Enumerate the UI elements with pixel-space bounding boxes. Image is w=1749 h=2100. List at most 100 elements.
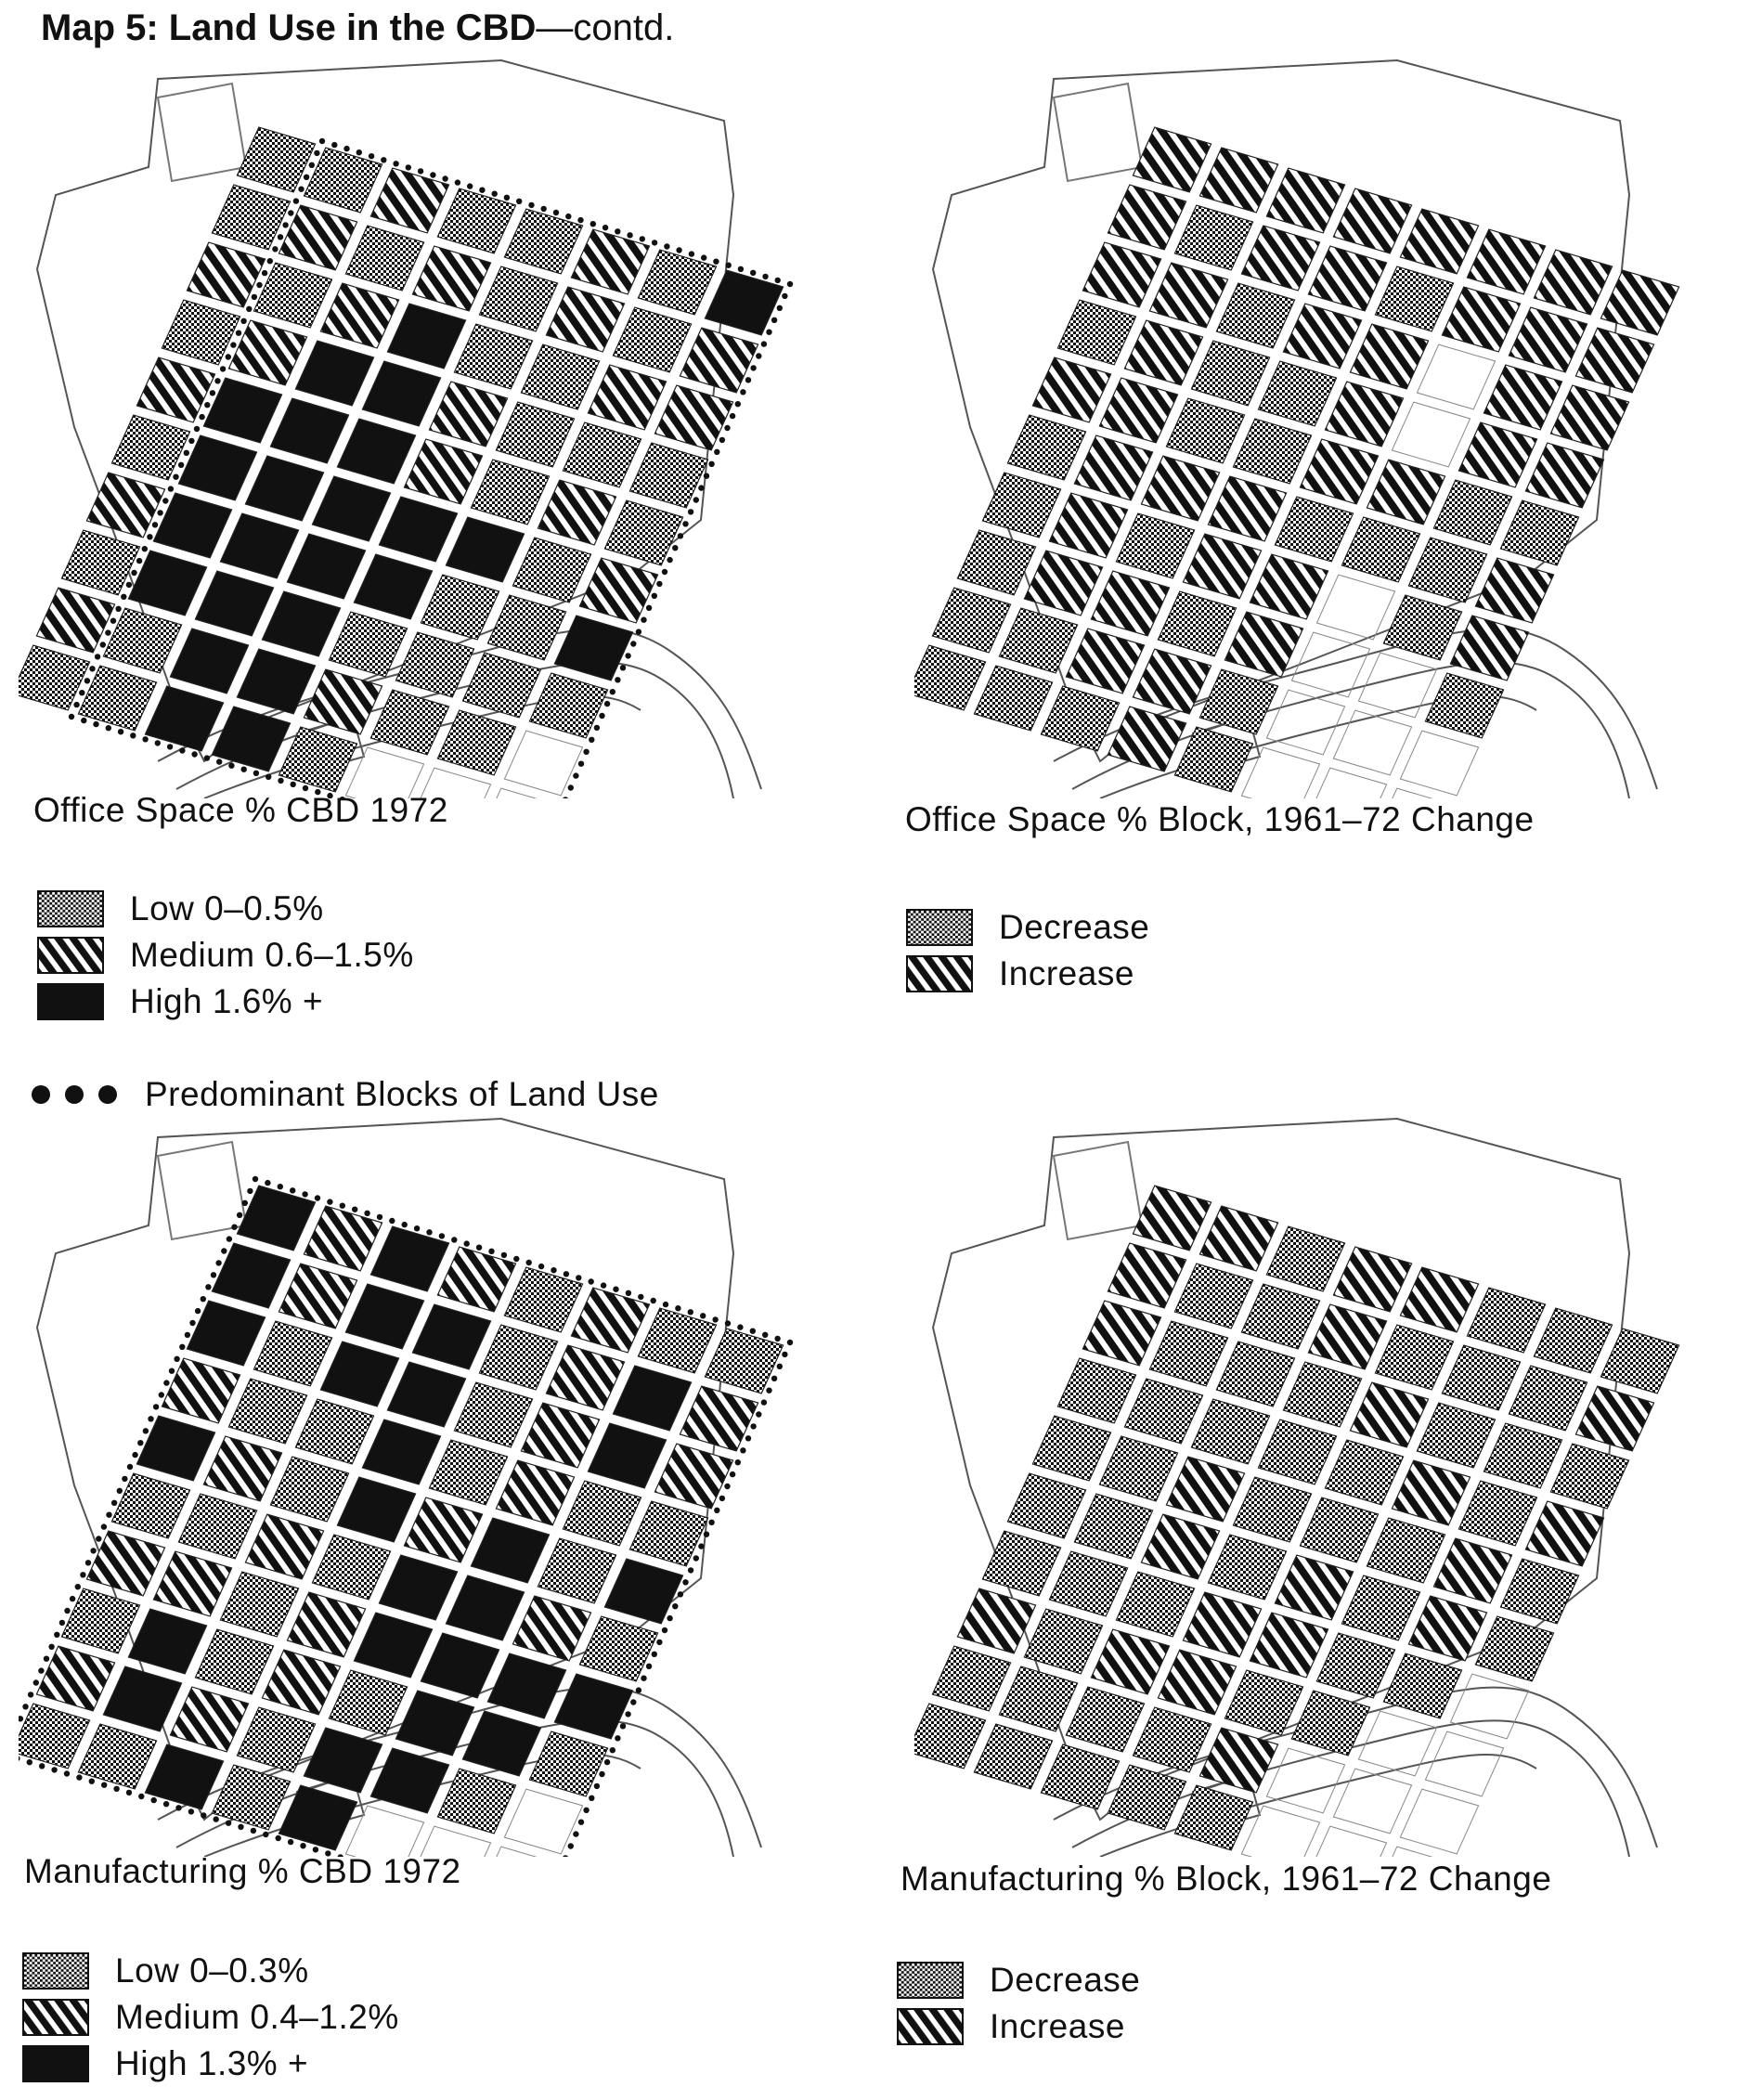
boundary-dot <box>331 141 338 149</box>
city-block-4-6 <box>1432 1537 1513 1604</box>
boundary-dot <box>290 1187 296 1194</box>
boundary-dot <box>475 1244 483 1251</box>
boundary-dot <box>368 153 375 160</box>
boundary-dot <box>771 1375 778 1381</box>
city-block-3-0 <box>161 299 241 366</box>
city-block-5-6 <box>512 537 592 603</box>
boundary-dot <box>292 198 300 204</box>
boundary-dot <box>760 1399 768 1406</box>
city-block-2-6 <box>587 364 667 431</box>
city-block-1-5 <box>1441 1344 1522 1411</box>
city-block-3-3 <box>1257 360 1338 427</box>
boundary-dot <box>603 700 611 707</box>
boundary-dot <box>651 1651 657 1657</box>
boundary-dot <box>491 190 498 197</box>
boundary-dot <box>88 1778 96 1784</box>
city-block-5-1 <box>1073 434 1154 501</box>
boundary-dot <box>200 1296 206 1303</box>
city-block-5-1 <box>1073 1493 1154 1560</box>
city-block-6-5 <box>420 574 500 641</box>
city-block-1-1 <box>278 204 358 271</box>
city-block-8-4 <box>303 668 383 735</box>
boundary-dot <box>356 149 362 156</box>
boundary-dot <box>693 1555 699 1562</box>
boundary-dot <box>593 1782 601 1790</box>
boundary-dot <box>81 717 87 724</box>
city-block-0-5 <box>1466 228 1547 295</box>
city-block-3-7 <box>1524 1500 1605 1567</box>
boundary-dot <box>235 330 242 336</box>
city-block-7-3 <box>261 590 342 657</box>
diagonal-hatch-swatch-icon <box>897 2008 964 2045</box>
boundary-dot <box>163 1380 170 1386</box>
city-block-9-7 <box>496 787 538 798</box>
boundary-dot <box>115 605 122 612</box>
city-block-5-4 <box>378 1554 459 1621</box>
city-block-0-0 <box>1132 126 1212 193</box>
city-block-1-1 <box>1173 1263 1254 1329</box>
boundary-dot <box>438 1233 446 1239</box>
boundary-dot <box>179 747 186 754</box>
city-block-5-0 <box>110 1472 191 1539</box>
city-block-4-5 <box>470 1517 551 1584</box>
city-block-9-0 <box>19 1703 91 1769</box>
boundary-dot <box>528 201 535 209</box>
crosshatch-swatch-icon <box>22 1952 89 1990</box>
boundary-dot <box>126 1463 134 1471</box>
city-block-2-4 <box>1349 323 1430 390</box>
boundary-dot <box>205 1284 212 1290</box>
boundary-dot <box>339 1202 345 1209</box>
boundary-dot <box>500 1251 508 1259</box>
city-block-9-6 <box>420 767 492 798</box>
city-block-3-5 <box>1391 1459 1471 1526</box>
boundary-dot <box>627 232 633 239</box>
city-block-4-2 <box>1165 1456 1246 1523</box>
boundary-dot <box>263 1831 269 1838</box>
city-block-4-6 <box>537 1537 617 1604</box>
city-block-6-0 <box>85 472 166 538</box>
park-outline <box>1052 82 1144 183</box>
boundary-dot <box>89 666 96 672</box>
boundary-dot <box>199 413 205 421</box>
city-block-4-2 <box>1165 397 1246 464</box>
city-block-4-1 <box>202 1435 283 1502</box>
boundary-dot <box>93 720 99 728</box>
map-office-space-1972 <box>19 58 794 798</box>
city-block-3-4 <box>1324 1439 1405 1506</box>
city-block-8-3 <box>236 648 317 715</box>
boundary-dot <box>719 1495 726 1502</box>
boundary-dot <box>204 402 211 408</box>
boundary-dot <box>577 1819 585 1825</box>
city-block-7-0 <box>60 529 141 596</box>
boundary-dot <box>745 1435 752 1442</box>
boundary-dot <box>750 269 757 276</box>
diagonal-hatch-swatch-icon <box>37 937 104 974</box>
city-block-4-1 <box>202 377 283 444</box>
city-block-8-1 <box>998 607 1079 674</box>
boundary-dot <box>565 213 572 220</box>
city-block-2-4 <box>1349 1381 1430 1448</box>
boundary-dot <box>676 247 682 253</box>
boundary-dot <box>563 1855 568 1857</box>
block-grid <box>914 126 1680 798</box>
boundary-dot <box>538 1263 545 1270</box>
city-block-3-7 <box>628 442 709 509</box>
city-block-0-0 <box>236 126 317 193</box>
city-block-5-0 <box>1006 414 1087 481</box>
city-block-3-3 <box>361 360 442 427</box>
city-block-7-7 <box>1424 672 1505 739</box>
city-block-6-7 <box>553 615 634 681</box>
city-block-5-1 <box>177 434 258 501</box>
city-block-4-4 <box>1299 438 1380 505</box>
city-block-8-2 <box>1065 628 1146 694</box>
city-block-2-1 <box>253 1320 333 1387</box>
boundary-dot <box>106 1511 112 1518</box>
boundary-dot <box>105 629 111 636</box>
boundary-dot <box>479 187 486 193</box>
boundary-dot <box>667 1614 673 1622</box>
boundary-dot <box>651 240 658 246</box>
boundary-dot <box>782 292 788 300</box>
block-grid <box>914 1185 1680 1857</box>
boundary-dot <box>142 736 149 743</box>
city-block-1-2 <box>344 225 425 292</box>
